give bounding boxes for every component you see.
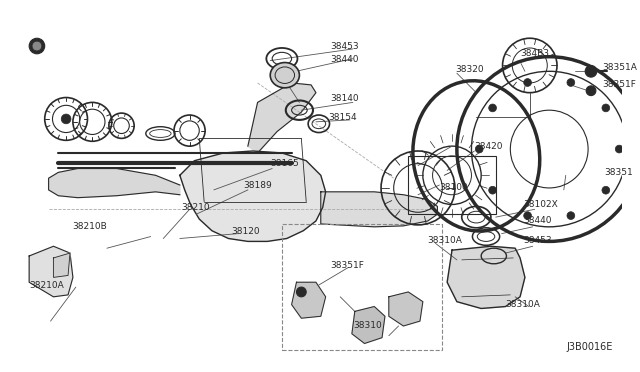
Polygon shape [292, 282, 326, 318]
Text: 38120: 38120 [231, 227, 260, 236]
Text: 38210A: 38210A [29, 280, 64, 290]
Text: 38210: 38210 [181, 203, 209, 212]
Polygon shape [321, 192, 437, 227]
Circle shape [524, 78, 531, 86]
Polygon shape [389, 292, 423, 326]
Circle shape [32, 41, 42, 51]
Text: 38310A: 38310A [506, 300, 540, 309]
Text: 38440: 38440 [523, 217, 552, 225]
Ellipse shape [270, 62, 300, 88]
Text: 384B3: 384B3 [520, 49, 549, 58]
Text: 38210B: 38210B [72, 222, 107, 231]
Text: 38165: 38165 [270, 159, 299, 168]
Text: J3B0016E: J3B0016E [566, 342, 612, 352]
Text: 38310: 38310 [353, 321, 382, 330]
Text: 38189: 38189 [243, 182, 272, 190]
Circle shape [476, 145, 483, 153]
Polygon shape [180, 151, 326, 241]
Circle shape [296, 287, 306, 297]
Circle shape [585, 65, 597, 77]
Circle shape [567, 78, 575, 86]
Text: 38310A: 38310A [428, 236, 463, 245]
Text: 38351F: 38351F [330, 261, 364, 270]
Polygon shape [54, 253, 70, 278]
Text: 38351F: 38351F [603, 80, 637, 89]
Circle shape [29, 38, 45, 54]
Polygon shape [49, 169, 180, 198]
Bar [282, 224, 442, 350]
Text: 38320: 38320 [455, 65, 484, 74]
Text: 38420: 38420 [474, 142, 503, 151]
Polygon shape [352, 307, 385, 343]
Circle shape [567, 212, 575, 219]
Text: 38102X: 38102X [523, 200, 557, 209]
Polygon shape [29, 246, 73, 297]
Polygon shape [447, 246, 525, 308]
Text: 38140: 38140 [330, 94, 359, 103]
Circle shape [524, 212, 531, 219]
Circle shape [586, 86, 596, 96]
Text: 38351: 38351 [605, 168, 634, 177]
Circle shape [61, 114, 71, 124]
Text: 38453: 38453 [330, 42, 359, 51]
Text: 38453: 38453 [523, 236, 552, 245]
Bar [408, 156, 496, 214]
Text: 38100: 38100 [440, 183, 468, 192]
Circle shape [615, 145, 623, 153]
Circle shape [489, 104, 497, 112]
Text: 38154: 38154 [328, 113, 357, 122]
Polygon shape [248, 83, 316, 153]
Text: 38351A: 38351A [603, 63, 637, 72]
Text: 38440: 38440 [330, 55, 359, 64]
Circle shape [602, 104, 610, 112]
Circle shape [602, 186, 610, 194]
Circle shape [489, 186, 497, 194]
